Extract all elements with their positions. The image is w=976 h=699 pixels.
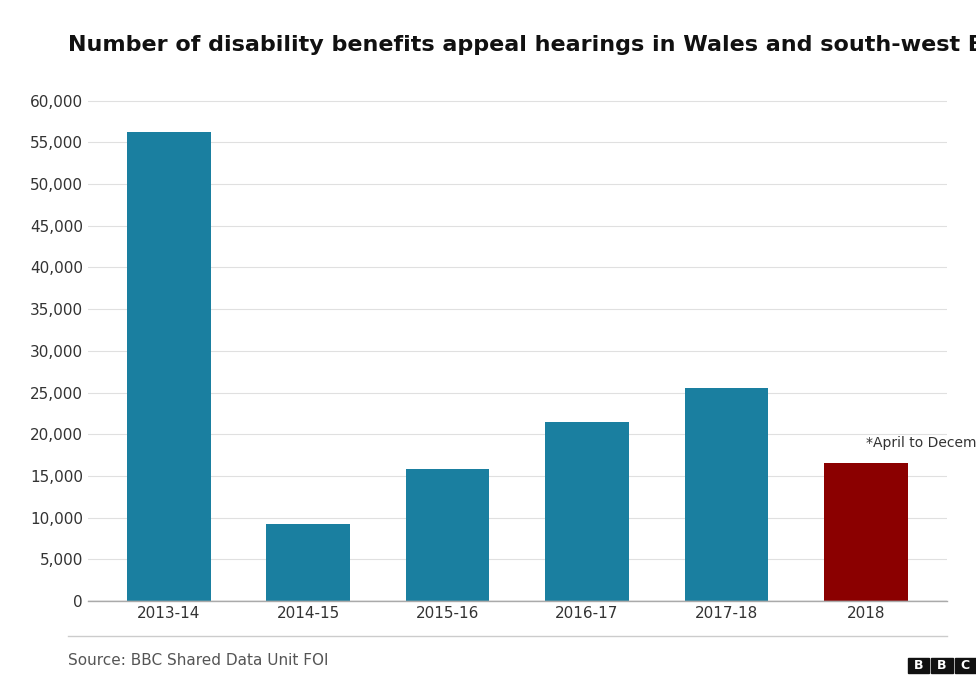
Bar xyxy=(266,524,350,601)
Text: B: B xyxy=(937,659,947,672)
Bar xyxy=(684,389,768,601)
Bar xyxy=(127,132,211,601)
Text: C: C xyxy=(960,659,970,672)
Bar xyxy=(546,421,629,601)
Text: Number of disability benefits appeal hearings in Wales and south-west England: Number of disability benefits appeal hea… xyxy=(68,35,976,55)
Bar xyxy=(406,469,489,601)
Text: *April to December: *April to December xyxy=(866,435,976,449)
Bar xyxy=(824,463,908,601)
Text: B: B xyxy=(914,659,923,672)
Text: Source: BBC Shared Data Unit FOI: Source: BBC Shared Data Unit FOI xyxy=(68,653,329,668)
